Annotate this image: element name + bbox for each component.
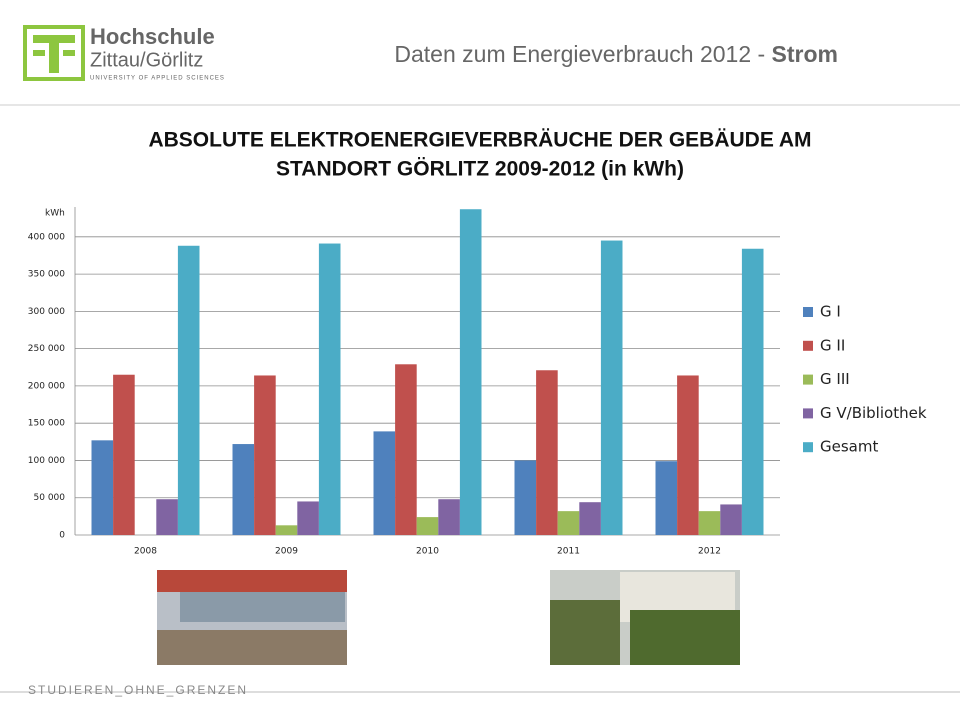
- legend-swatch: [803, 442, 813, 453]
- legend-swatch: [803, 340, 813, 351]
- y-tick-label: 400 000: [28, 232, 65, 242]
- chart-title: ABSOLUTE ELEKTROENERGIEVERBRÄUCHE DER GE…: [148, 129, 811, 152]
- x-tick-label: 2010: [416, 547, 439, 557]
- bar: [720, 504, 742, 535]
- legend-label: G I: [820, 303, 841, 321]
- bar: [297, 501, 319, 535]
- bar: [514, 460, 537, 535]
- y-tick-label: 100 000: [28, 456, 65, 466]
- x-tick-label: 2011: [557, 547, 580, 557]
- legend-swatch: [803, 307, 813, 317]
- y-tick-label: 200 000: [28, 381, 65, 391]
- slide-title: Daten zum Energieverbrauch 2012 - Strom: [394, 41, 838, 67]
- legend-label: G III: [820, 370, 850, 388]
- bar: [395, 364, 417, 535]
- bar: [557, 511, 580, 535]
- bar: [579, 502, 601, 535]
- bar: [91, 440, 114, 535]
- bar: [318, 243, 341, 535]
- bar: [655, 461, 678, 535]
- legend-label: G V/Bibliothek: [820, 404, 927, 422]
- logo-subtext: UNIVERSITY OF APPLIED SCIENCES: [90, 76, 225, 82]
- bar: [600, 240, 623, 535]
- bar: [416, 517, 439, 535]
- x-tick-label: 2009: [275, 547, 298, 557]
- bar: [254, 375, 276, 535]
- bar: [373, 431, 396, 535]
- bar: [438, 499, 460, 535]
- slide-title-text: Daten zum Energieverbrauch 2012 -: [394, 41, 771, 67]
- photo: [157, 570, 347, 665]
- y-tick-label: 50 000: [34, 493, 66, 503]
- chart-title: STANDORT GÖRLITZ 2009-2012 (in kWh): [276, 158, 684, 181]
- legend-label: Gesamt: [820, 438, 878, 456]
- legend-swatch: [803, 374, 813, 385]
- y-tick-label: 350 000: [28, 270, 65, 280]
- legend-swatch: [803, 408, 813, 419]
- bar: [698, 511, 721, 535]
- logo-icon: [23, 25, 85, 81]
- bar: [536, 370, 558, 535]
- y-axis-label: kWh: [45, 209, 65, 219]
- y-tick-label: 0: [59, 531, 65, 541]
- bar: [677, 375, 699, 535]
- y-tick-label: 150 000: [28, 419, 65, 429]
- bar: [232, 444, 255, 535]
- photo: [550, 570, 740, 665]
- logo-text: Zittau/Görlitz: [90, 49, 203, 71]
- bar: [275, 525, 298, 535]
- bar: [459, 209, 482, 535]
- bar: [177, 245, 200, 535]
- slide-title-emphasis: Strom: [772, 41, 838, 67]
- bar: [113, 374, 135, 535]
- bar: [741, 248, 764, 535]
- x-tick-label: 2008: [134, 547, 157, 557]
- y-tick-label: 300 000: [28, 307, 65, 317]
- legend-label: G II: [820, 336, 845, 354]
- footer-text: STUDIEREN_OHNE_GRENZEN: [28, 683, 248, 697]
- bar: [156, 499, 178, 535]
- x-tick-label: 2012: [698, 547, 721, 557]
- logo-text: Hochschule: [90, 24, 215, 49]
- y-tick-label: 250 000: [28, 344, 65, 354]
